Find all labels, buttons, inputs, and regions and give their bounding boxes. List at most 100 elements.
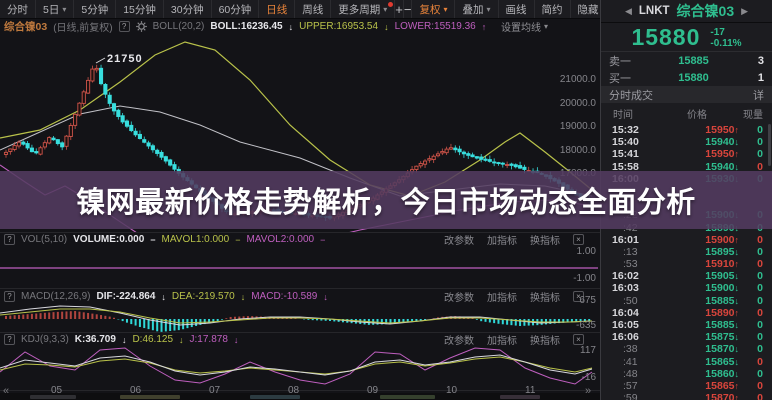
tape-row[interactable]: 16:00 15930↓ 0 xyxy=(601,173,772,185)
tape-rows[interactable]: 15:32 15950↑ 0 15:40 15940↓ 0 15:41 15950↑ 0 15:5… xyxy=(601,124,772,400)
macd-value-2: DEA:-219.570 xyxy=(171,291,235,302)
tool-button[interactable]: 简约 xyxy=(535,0,571,18)
tool-button[interactable]: 画线 xyxy=(499,0,535,18)
kdj-value-3: J:17.878 xyxy=(189,334,228,345)
tape-time: 15:41 xyxy=(612,148,639,161)
next-instrument-icon[interactable]: ▶ xyxy=(741,5,749,16)
scrollbar[interactable] xyxy=(768,124,771,166)
x-tick: 10 xyxy=(446,385,458,396)
add-indicator-button[interactable]: 加指标 xyxy=(487,236,517,247)
arrow-down-icon: ↓ xyxy=(734,295,740,306)
edit-params-button[interactable]: 改参数 xyxy=(444,236,474,247)
period-button[interactable]: 60分钟 xyxy=(212,0,260,18)
caret-down-icon: ▾ xyxy=(543,22,548,31)
scroll-left-icon[interactable]: « xyxy=(3,385,10,397)
symbol-label[interactable]: 综合镍03 xyxy=(4,21,48,33)
direction-icon: ↓ xyxy=(323,291,328,302)
tape-row[interactable]: 16:01 15900↑ 0 xyxy=(601,234,772,246)
period-button[interactable]: 日线 xyxy=(259,0,296,18)
x-tick: 07 xyxy=(209,385,221,396)
tape-qty: 0 xyxy=(757,136,763,149)
help-icon[interactable]: ? xyxy=(4,291,15,302)
tape-detail-button[interactable]: 详 xyxy=(753,89,764,102)
tape-row[interactable]: :48 15860↓ 0 xyxy=(601,368,772,380)
zoom-out-button[interactable]: − xyxy=(403,0,413,18)
tape-row[interactable]: 16:04 15890↑ 0 xyxy=(601,307,772,319)
scroll-right-icon[interactable]: » xyxy=(585,385,592,397)
tape-row[interactable]: :38 15870↓ 0 xyxy=(601,343,772,355)
tape-time: :13 xyxy=(623,245,638,258)
tape-time: 15:32 xyxy=(612,124,639,136)
period-button[interactable]: 更多周期 ▾ xyxy=(331,0,396,18)
price-annotation: 21750 xyxy=(107,53,143,65)
tape-qty: 0 xyxy=(757,270,763,283)
tape-row[interactable]: 15:41 15950↑ 0 xyxy=(601,148,772,160)
tape-row[interactable]: 15:40 15940↓ 0 xyxy=(601,136,772,148)
gear-icon[interactable] xyxy=(135,21,147,32)
edit-params-button[interactable]: 改参数 xyxy=(444,293,474,304)
help-icon[interactable]: ? xyxy=(4,334,15,345)
kdj-pane-header: ? KDJ(9,3,3) K:36.709 ↓ D:46.125 ↓ J:17.878 ↓ 改参… xyxy=(0,333,600,347)
y-tick: 17000.0 xyxy=(559,168,596,179)
help-icon[interactable]: ? xyxy=(4,234,15,245)
tape-price: 15950↑ xyxy=(705,124,739,136)
kdj-param-label: KDJ(9,3,3) xyxy=(21,334,69,345)
bid-row[interactable]: 买一 15880 1 xyxy=(609,71,764,85)
macd-value-1: DIF:-224.864 xyxy=(96,291,156,302)
tape-qty: 0 xyxy=(757,124,763,136)
swap-indicator-button[interactable]: 换指标 xyxy=(530,293,560,304)
tape-price: 15890↑ xyxy=(705,306,739,319)
tape-row[interactable]: 15:32 15950↑ 0 xyxy=(601,124,772,136)
direction-icon: ↓ xyxy=(179,334,184,345)
tape-row[interactable] xyxy=(601,197,772,209)
tape-row[interactable]: :41 15865↓ 0 xyxy=(601,356,772,368)
close-pane-icon[interactable]: × xyxy=(573,234,584,245)
ask-row[interactable]: 卖一 15885 3 xyxy=(609,54,764,68)
tool-button[interactable]: 叠加 ▾ xyxy=(455,0,499,18)
swap-indicator-button[interactable]: 换指标 xyxy=(530,336,560,347)
tape-time: 16:06 xyxy=(612,331,639,344)
help-icon[interactable]: ? xyxy=(118,21,130,32)
tape-price: 15865↑ xyxy=(705,379,739,392)
tape-row[interactable] xyxy=(601,185,772,197)
tape-row[interactable]: :22 15900↓ 0 xyxy=(601,209,772,221)
status-chip xyxy=(120,395,180,399)
tape-time: :38 xyxy=(623,343,638,356)
caret-down-icon: ▾ xyxy=(383,4,388,14)
tool-button[interactable]: 复权 ▾ xyxy=(412,0,456,18)
add-indicator-button[interactable]: 加指标 xyxy=(487,336,517,347)
tape-row[interactable]: 16:02 15905↓ 0 xyxy=(601,270,772,282)
tape-row[interactable]: 16:05 15885↓ 0 xyxy=(601,319,772,331)
tape-row[interactable]: :42 15890↓ 0 xyxy=(601,222,772,234)
bid-price: 15880 xyxy=(678,71,709,84)
period-button[interactable]: 周线 xyxy=(295,0,332,18)
close-pane-icon[interactable]: × xyxy=(573,291,584,302)
add-indicator-button[interactable]: 加指标 xyxy=(487,293,517,304)
prev-instrument-icon[interactable]: ◀ xyxy=(624,5,632,16)
boll-value: BOLL:16236.45 xyxy=(210,21,283,32)
swap-indicator-button[interactable]: 换指标 xyxy=(530,236,560,247)
ma-settings-button[interactable]: 设置均线 ▾ xyxy=(500,22,548,34)
tape-qty: 0 xyxy=(757,294,763,307)
period-button[interactable]: 30分钟 xyxy=(164,0,212,18)
tape-qty: 0 xyxy=(757,367,763,380)
tape-row[interactable]: :13 15895↓ 0 xyxy=(601,246,772,258)
pane-actions: 改参数 加指标 换指标 × xyxy=(444,290,584,304)
period-button[interactable]: 15分钟 xyxy=(116,0,164,18)
vol-value-2: MAVOL1:0.000 xyxy=(161,234,230,245)
tape-row[interactable]: :59 15870↑ 0 xyxy=(601,392,772,400)
tape-row[interactable]: 15:58 15940↓ 0 xyxy=(601,161,772,173)
period-button[interactable]: 分时 xyxy=(0,0,36,18)
edit-params-button[interactable]: 改参数 xyxy=(444,336,474,347)
tape-row[interactable]: 16:06 15875↓ 0 xyxy=(601,331,772,343)
close-pane-icon[interactable]: × xyxy=(573,334,584,345)
period-button[interactable]: 5分钟 xyxy=(74,0,117,18)
zoom-in-button[interactable]: + xyxy=(395,0,404,18)
tape-row[interactable]: :50 15885↓ 0 xyxy=(601,295,772,307)
period-button[interactable]: 5日 ▾ xyxy=(36,0,75,18)
tape-row[interactable]: :57 15865↑ 0 xyxy=(601,380,772,392)
tape-price: 15910↑ xyxy=(705,258,739,271)
tape-row[interactable]: 16:03 15900↓ 0 xyxy=(601,282,772,294)
caret-down-icon: ▾ xyxy=(62,4,67,14)
tape-row[interactable]: :53 15910↑ 0 xyxy=(601,258,772,270)
